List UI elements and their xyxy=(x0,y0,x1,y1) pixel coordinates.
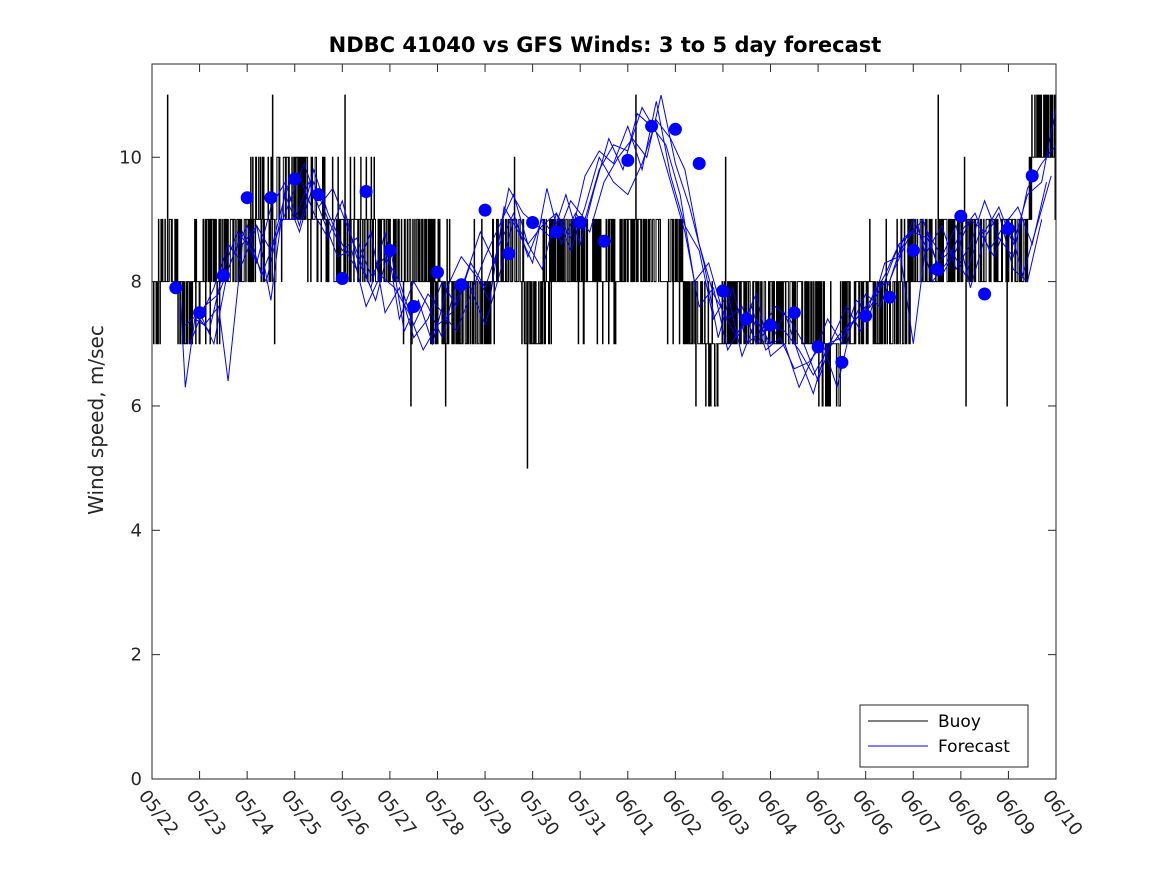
forecast-point xyxy=(383,244,397,257)
legend-buoy-label: Buoy xyxy=(938,712,981,732)
forecast-point xyxy=(502,247,516,261)
forecast-point xyxy=(740,312,754,326)
forecast-point xyxy=(359,185,373,198)
forecast-point xyxy=(431,265,444,279)
forecast-point xyxy=(169,281,183,295)
forecast-point xyxy=(668,122,682,136)
legend-box xyxy=(859,704,1029,768)
forecast-point xyxy=(621,153,635,167)
forecast-point xyxy=(288,172,302,186)
forecast-point xyxy=(526,216,540,229)
y-tick-label: 4 xyxy=(131,520,142,541)
forecast-point xyxy=(954,209,968,223)
forecast-point xyxy=(906,244,920,257)
y-tick-label: 10 xyxy=(119,147,142,168)
forecast-point xyxy=(478,203,492,217)
forecast-point xyxy=(549,225,563,239)
y-tick-label: 8 xyxy=(131,272,142,293)
forecast-point xyxy=(312,188,325,202)
forecast-point xyxy=(264,191,278,205)
forecast-point xyxy=(692,157,706,170)
y-tick-label: 0 xyxy=(131,769,142,790)
forecast-point xyxy=(787,306,801,320)
plot-area xyxy=(152,94,1057,469)
y-tick-label: 2 xyxy=(131,645,142,666)
forecast-point xyxy=(978,287,992,301)
forecast-point xyxy=(1025,169,1039,183)
forecast-point xyxy=(859,309,873,323)
y-tick-label: 6 xyxy=(131,396,142,417)
legend: Buoy Forecast xyxy=(859,704,1029,768)
forecast-point xyxy=(645,119,659,133)
legend-forecast-label: Forecast xyxy=(938,737,1010,757)
forecast-point xyxy=(930,262,944,276)
forecast-point xyxy=(193,306,207,320)
forecast-point xyxy=(764,318,777,332)
forecast-point xyxy=(454,278,468,292)
forecast-point xyxy=(240,191,254,205)
y-axis-label: Wind speed, m/sec xyxy=(84,325,108,515)
axes-box xyxy=(151,63,1057,780)
forecast-point xyxy=(1001,222,1015,236)
forecast-point xyxy=(216,268,230,282)
forecast-point xyxy=(811,340,825,354)
forecast-point xyxy=(597,234,611,248)
forecast-point xyxy=(335,272,349,285)
forecast-point xyxy=(883,290,896,304)
forecast-point xyxy=(407,300,421,313)
forecast-point xyxy=(835,355,849,369)
forecast-series-line-3 xyxy=(189,94,1047,383)
forecast-series-line-5 xyxy=(199,101,1043,396)
buoy-series-line xyxy=(152,94,1057,469)
forecast-point xyxy=(716,284,730,298)
forecast-point xyxy=(573,216,587,229)
forecast-series-line-2 xyxy=(184,106,1057,389)
chart-title: NDBC 41040 vs GFS Winds: 3 to 5 day fore… xyxy=(329,33,882,57)
forecast-series-line-4 xyxy=(194,112,1052,390)
